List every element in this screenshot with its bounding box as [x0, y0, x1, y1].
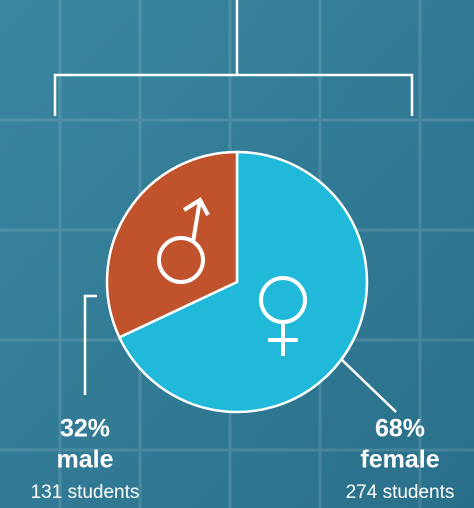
category-label: male: [57, 446, 114, 474]
pie: [107, 152, 367, 412]
percent-label: 68%: [375, 415, 425, 443]
percent-label: 32%: [60, 415, 110, 443]
count-label: 274 students: [346, 482, 455, 503]
infographic: 32% male 131 students 68% female 274 stu…: [0, 0, 474, 508]
category-label: female: [360, 446, 439, 474]
count-label: 131 students: [31, 482, 140, 503]
